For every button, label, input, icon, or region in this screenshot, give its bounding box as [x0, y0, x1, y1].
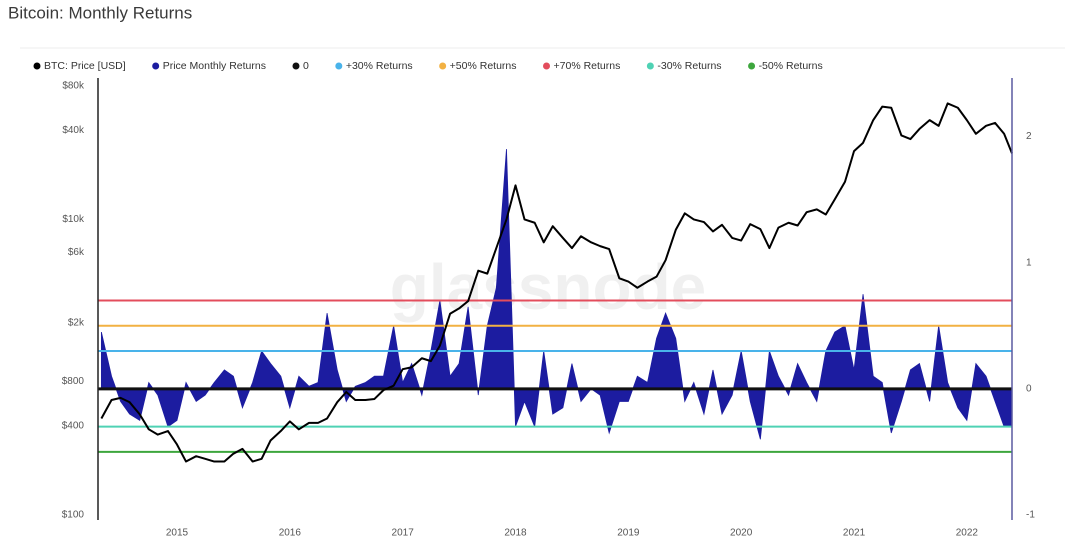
watermark: glassnode	[390, 251, 707, 323]
legend-label: +70% Returns	[554, 60, 621, 72]
x-tick-label: 2015	[166, 528, 189, 539]
legend-marker	[748, 62, 756, 70]
y2-tick-label: 0	[1026, 383, 1032, 394]
y2-tick-label: 2	[1026, 131, 1032, 142]
y-tick-label: $2k	[68, 317, 85, 328]
legend-label: -30% Returns	[657, 60, 721, 72]
legend-marker	[543, 62, 551, 70]
y-tick-label: $100	[62, 510, 85, 521]
returns-area	[100, 149, 1013, 440]
legend-label: BTC: Price [USD]	[44, 60, 126, 72]
legend-marker	[152, 62, 160, 70]
x-tick-label: 2018	[504, 528, 527, 539]
legend-label: +30% Returns	[346, 60, 413, 72]
legend-marker	[335, 62, 343, 70]
y-tick-label: $800	[62, 376, 85, 387]
y-tick-label: $400	[62, 421, 85, 432]
price-line	[100, 102, 1013, 463]
legend-marker	[292, 62, 300, 70]
x-tick-label: 2022	[956, 528, 979, 539]
chart-title: Bitcoin: Monthly Returns	[8, 3, 192, 22]
y2-tick-label: -1	[1026, 510, 1035, 521]
y-tick-label: $10k	[62, 214, 85, 225]
y2-tick-label: 1	[1026, 257, 1032, 268]
legend-label: 0	[303, 60, 309, 72]
x-tick-label: 2020	[730, 528, 753, 539]
legend-marker	[439, 62, 447, 70]
legend-label: Price Monthly Returns	[163, 60, 266, 72]
y-tick-label: $6k	[68, 247, 85, 258]
x-tick-label: 2016	[279, 528, 302, 539]
legend-marker	[646, 62, 654, 70]
legend-label: -50% Returns	[759, 60, 823, 72]
y-tick-label: $80k	[62, 81, 85, 92]
x-tick-label: 2017	[392, 528, 415, 539]
x-tick-label: 2019	[617, 528, 640, 539]
legend-marker	[33, 62, 41, 70]
legend-label: +50% Returns	[450, 60, 517, 72]
y-tick-label: $40k	[62, 125, 85, 136]
x-tick-label: 2021	[843, 528, 866, 539]
